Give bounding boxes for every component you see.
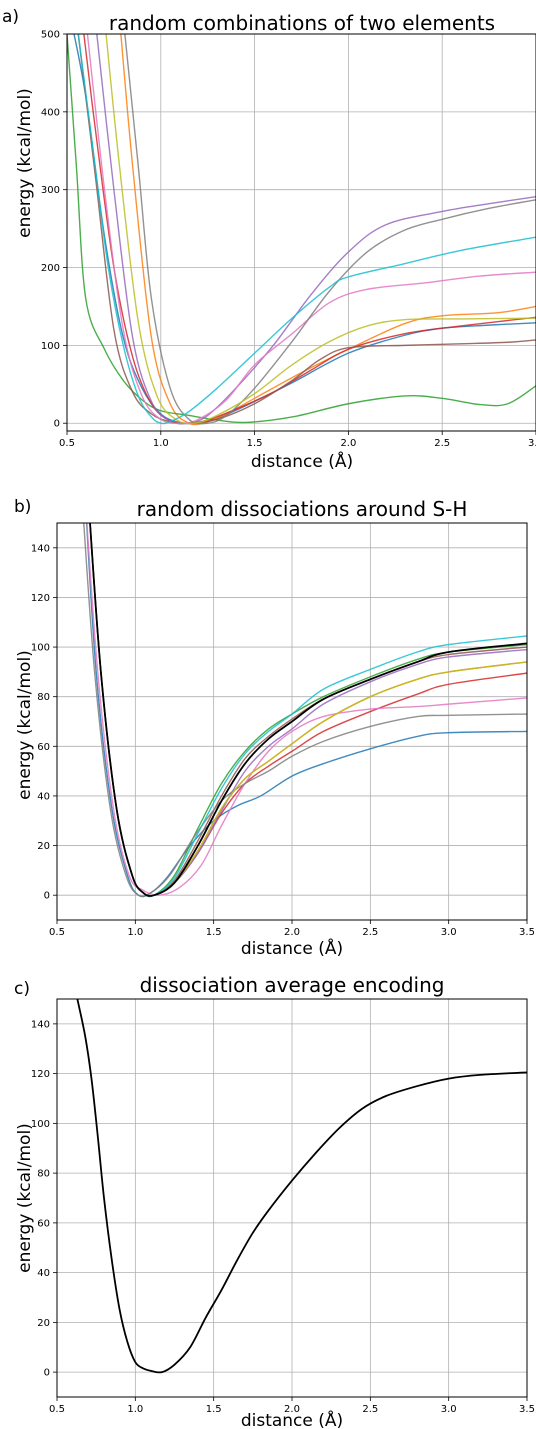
x-tick-label: 3.0 [441,1404,457,1415]
y-tick-label: 100 [41,341,60,352]
x-tick-label: 1.5 [206,927,222,938]
series-line-7 [83,523,527,898]
panel-b-xticks: 0.5 1.0 1.5 2.0 2.5 3.0 3.5 [49,920,535,938]
series-line-9 [89,523,527,898]
x-tick-label: 3.0 [528,438,536,449]
panel-a: a) random combinations of two elements 0… [2,7,536,472]
x-tick-label: 2.5 [362,927,378,938]
series-line-4 [89,523,527,897]
x-tick-label: 0.5 [59,438,75,449]
series-line-1 [89,523,527,897]
y-tick-label: 60 [37,742,50,753]
y-tick-label: 40 [37,1268,50,1279]
series-line-2 [67,34,536,424]
series-line-5 [77,34,536,425]
panel-c-grid [56,999,528,1397]
x-tick-label: 2.0 [340,438,356,449]
y-tick-label: 0 [44,891,50,902]
y-tick-label: 80 [37,1169,50,1180]
series-line-6 [86,523,527,896]
y-tick-label: 20 [37,1318,50,1329]
panel-a-title: random combinations of two elements [109,11,495,35]
y-tick-label: 80 [37,692,50,703]
x-tick-label: 2.0 [284,927,300,938]
panel-a-plot [67,34,536,426]
x-tick-label: 0.5 [49,927,65,938]
series-line-5 [89,523,527,897]
y-tick-label: 60 [37,1218,50,1229]
x-tick-label: 1.5 [206,1404,222,1415]
panel-c-xticks: 0.5 1.0 1.5 2.0 2.5 3.0 3.5 [49,1397,535,1415]
panel-c-title: dissociation average encoding [140,973,445,997]
panel-c-label: c) [14,979,30,999]
x-tick-label: 2.0 [284,1404,300,1415]
panel-b-title: random dissociations around S-H [137,497,468,521]
series-line-0 [73,34,536,425]
panel-b-yticks: 0 20 40 60 80 100 120 140 [31,543,57,902]
y-tick-label: 100 [31,1119,50,1130]
x-tick-label: 1.5 [247,438,263,449]
x-tick-label: 0.5 [49,1404,65,1415]
panel-b-plot [83,523,527,898]
y-tick-label: 500 [41,30,60,41]
panel-c-xlabel: distance (Å) [241,1409,343,1429]
panel-b-ylabel: energy (kcal/mol) [15,650,35,800]
y-tick-label: 200 [41,263,60,274]
y-tick-label: 140 [31,543,50,554]
series-line-3 [89,523,527,897]
panel-a-label: a) [2,7,19,27]
y-tick-label: 120 [31,593,50,604]
series-line-6 [86,34,536,424]
y-tick-label: 0 [44,1368,50,1379]
panel-c-ylabel: energy (kcal/mol) [15,1123,35,1273]
y-tick-label: 0 [54,419,60,430]
y-tick-label: 140 [31,1019,50,1030]
x-tick-label: 3.0 [441,927,457,938]
panel-a-yticks: 0 100 200 300 400 500 [41,30,67,430]
panel-a-ylabel: energy (kcal/mol) [15,88,35,238]
panel-b-xlabel: distance (Å) [241,937,343,959]
series-line-10 [89,523,527,897]
x-tick-label: 3.5 [519,927,535,938]
series-line-2 [89,523,527,898]
series-line-3 [83,34,536,425]
x-tick-label: 2.5 [362,1404,378,1415]
panel-b: b) random dissociations around S-H 0.5 1.… [14,497,535,959]
panel-b-label: b) [14,497,31,517]
panel-c: c) dissociation average encoding 0.5 1.0 1… [14,973,535,1429]
panel-a-xticks: 0.5 1.0 1.5 2.0 2.5 3.0 [59,431,536,449]
panel-c-plot [76,999,527,1374]
panel-a-xlabel: distance (Å) [251,450,353,472]
y-tick-label: 100 [31,643,50,654]
x-tick-label: 2.5 [434,438,450,449]
series-line-9 [77,34,536,425]
series-line-7 [124,34,536,425]
x-tick-label: 1.0 [153,438,169,449]
series-line-0 [85,523,527,898]
series-line-8 [105,34,536,425]
y-tick-label: 40 [37,791,50,802]
series-line-0 [76,999,527,1374]
y-tick-label: 120 [31,1069,50,1080]
y-tick-label: 400 [41,107,60,118]
series-line-8 [89,523,527,897]
y-tick-label: 300 [41,185,60,196]
y-tick-label: 20 [37,841,50,852]
panel-a-frame [66,33,536,432]
x-tick-label: 1.0 [127,927,143,938]
panel-c-yticks: 0 20 40 60 80 100 120 140 [31,1019,57,1379]
x-tick-label: 1.0 [127,1404,143,1415]
x-tick-label: 3.5 [519,1404,535,1415]
